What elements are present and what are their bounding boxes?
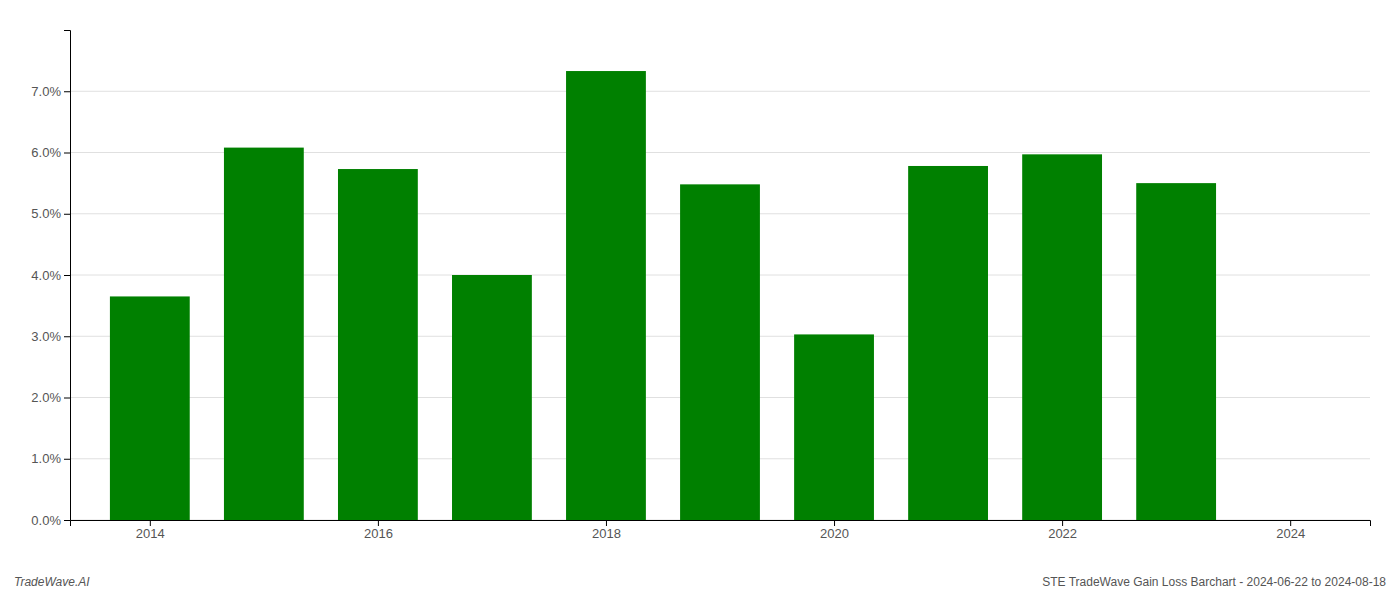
tick-mark [64, 336, 70, 337]
annotation: STE TradeWave Gain Loss Barchart - 2024-… [1042, 575, 1386, 589]
y-tick: 3.0% [31, 329, 70, 344]
axis-line [71, 521, 1371, 527]
bar [1022, 154, 1102, 520]
x-tick: 2022 [1048, 520, 1077, 541]
y-tick: 4.0% [31, 268, 70, 283]
tick-mark [64, 398, 70, 399]
y-tick: 7.0% [31, 84, 70, 99]
tick-label: 2.0% [31, 390, 61, 405]
x-tick: 2024 [1276, 520, 1305, 541]
tick-mark [1062, 520, 1063, 526]
axis-line [64, 31, 71, 521]
plot-area [110, 71, 1216, 520]
tick-mark [64, 459, 70, 460]
tick-label: 2018 [592, 526, 621, 541]
bar [110, 296, 190, 520]
y-axis: 0.0% 1.0% 2.0% 3.0% 4.0% 5.0% 6.0% 7.0% [31, 31, 70, 528]
tick-mark [834, 520, 835, 526]
grid [70, 91, 1370, 520]
annotation: TradeWave.AI [14, 575, 90, 589]
tick-mark [378, 520, 379, 526]
x-axis: 2014 2016 2018 2020 2022 2024 [71, 520, 1371, 541]
tick-mark [1290, 520, 1291, 526]
x-tick: 2020 [820, 520, 849, 541]
tick-label: 4.0% [31, 268, 61, 283]
x-tick: 2018 [592, 520, 621, 541]
tick-label: 0.0% [31, 513, 61, 528]
chart: 2014 2016 2018 2020 2022 2024 0.0% 1.0% 2.0% 3.0%… [0, 0, 1400, 600]
tick-mark [150, 520, 151, 526]
bar [224, 148, 304, 520]
y-tick: 0.0% [31, 513, 70, 528]
tick-label: 1.0% [31, 451, 61, 466]
tick-label: 2024 [1276, 526, 1305, 541]
tick-label: 3.0% [31, 329, 61, 344]
tick-label: 2020 [820, 526, 849, 541]
tick-mark [64, 91, 70, 92]
y-tick: 2.0% [31, 390, 70, 405]
bar [338, 169, 418, 520]
tick-mark [64, 520, 70, 521]
tick-mark [64, 275, 70, 276]
footer: TradeWave.AI STE TradeWave Gain Loss Barc… [14, 575, 1386, 589]
grid-line [70, 91, 1370, 92]
tick-mark [64, 214, 70, 215]
tick-label: 2014 [136, 526, 165, 541]
y-tick: 1.0% [31, 451, 70, 466]
bar [908, 166, 988, 520]
tick-mark [64, 153, 70, 154]
tick-label: 5.0% [31, 206, 61, 221]
tick-label: 7.0% [31, 84, 61, 99]
y-tick: 5.0% [31, 206, 70, 221]
x-tick: 2014 [136, 520, 165, 541]
bar [452, 275, 532, 520]
tick-label: 2022 [1048, 526, 1077, 541]
bar [794, 334, 874, 520]
bar [1136, 183, 1216, 520]
bar [680, 184, 760, 520]
tick-mark [606, 520, 607, 526]
bar [566, 71, 646, 520]
y-tick: 6.0% [31, 145, 70, 160]
tick-label: 2016 [364, 526, 393, 541]
x-tick: 2016 [364, 520, 393, 541]
tick-label: 6.0% [31, 145, 61, 160]
